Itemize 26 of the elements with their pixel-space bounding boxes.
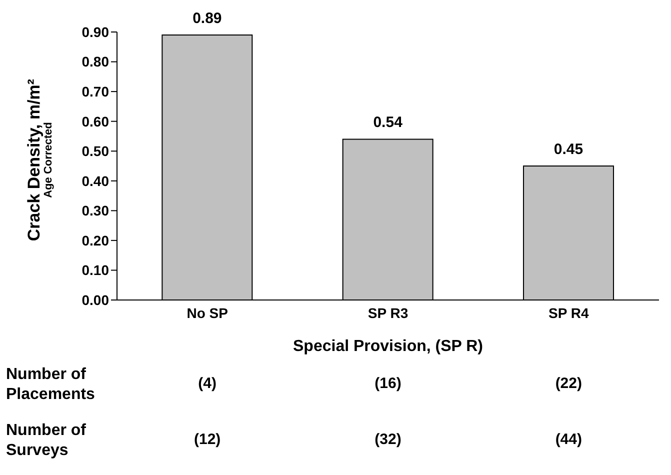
y-tick-label: 0.70 — [82, 84, 110, 100]
y-tick-label: 0.30 — [82, 202, 110, 219]
text: (4) — [197, 375, 218, 392]
text: (16) — [374, 375, 402, 392]
x-tick-label: SP R3 — [368, 304, 408, 321]
text: (32) — [374, 431, 402, 448]
x-tick-label: SP R4 — [548, 304, 589, 321]
y-tick-label: 0.00 — [82, 292, 110, 308]
data-label: 0.54 — [373, 114, 404, 132]
text: (44) — [554, 431, 583, 448]
y-tick-label: 0.90 — [82, 24, 110, 40]
text: (22) — [554, 375, 583, 392]
text: Number of Placements — [6, 365, 95, 405]
y-tick-label: 0.80 — [82, 54, 110, 70]
data-label: 0.89 — [192, 10, 222, 27]
x-axis-title: Special Provision, (SP R) — [292, 338, 484, 356]
y-tick-label: 0.10 — [82, 262, 110, 278]
x-tick-label: No SP — [186, 304, 228, 321]
y-tick-label: 0.20 — [82, 232, 110, 248]
y-tick-label: 0.40 — [82, 172, 110, 189]
y-tick-label: 0.50 — [82, 143, 110, 160]
y-tick-label: 0.60 — [82, 113, 110, 130]
data-label: 0.45 — [554, 141, 584, 158]
text: (12) — [192, 431, 222, 448]
text: Number of Surveys — [6, 421, 86, 461]
y-axis-title: Crack Density, m/m² Age Corrected — [24, 78, 55, 242]
